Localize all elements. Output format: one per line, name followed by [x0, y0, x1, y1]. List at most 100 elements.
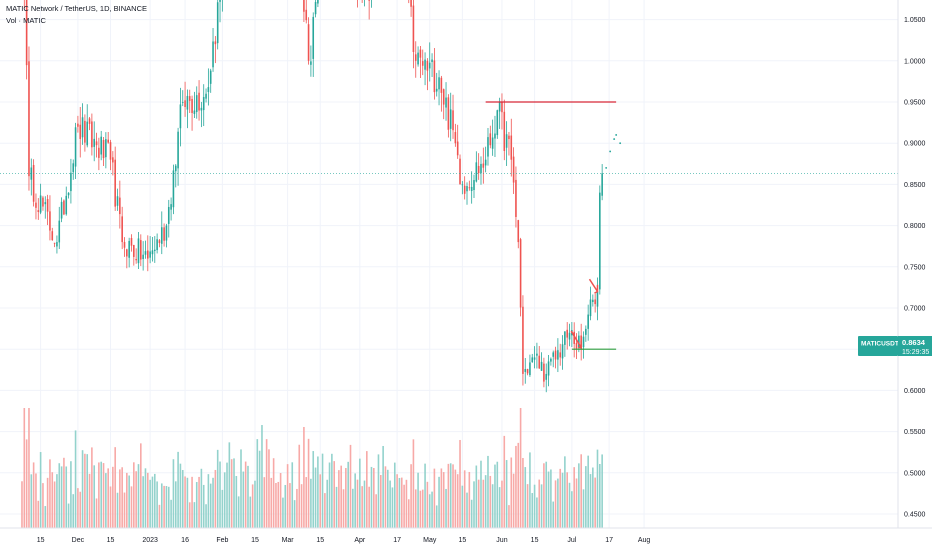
volume-bar: [53, 481, 56, 528]
candle-body: [214, 41, 217, 45]
volume-bar: [44, 506, 47, 528]
candle-body: [126, 249, 128, 257]
volume-bar: [349, 444, 352, 528]
volume-bar: [88, 473, 91, 528]
volume-bar: [79, 491, 82, 528]
volume-bar: [522, 458, 524, 528]
projection-dot: [609, 150, 612, 153]
volume-bar: [417, 472, 419, 528]
candle-body: [524, 368, 527, 372]
candle-body: [484, 159, 487, 166]
volume-bar: [445, 488, 447, 528]
volume-bar: [263, 477, 266, 528]
candle-body: [564, 331, 566, 345]
candle-body: [149, 251, 151, 258]
candle-body: [552, 352, 555, 357]
candle-body: [568, 332, 571, 340]
volume-bar: [447, 463, 450, 528]
candle-body: [121, 216, 123, 243]
candle-body: [445, 97, 447, 108]
candle-body: [35, 202, 37, 208]
y-tick-label: 0.5000: [904, 470, 926, 477]
projection-dot: [619, 142, 622, 145]
volume-bar: [377, 454, 380, 528]
volume-bar: [186, 477, 189, 528]
candle-body: [517, 220, 520, 243]
projection-dot: [615, 134, 618, 136]
volume-bar: [305, 477, 308, 528]
volume-bar: [517, 442, 520, 528]
down-arrow-2: [588, 278, 599, 294]
candle-body: [165, 225, 168, 241]
candle-body: [77, 123, 79, 127]
volume-bar: [456, 474, 459, 528]
candle-body: [545, 373, 548, 380]
volume-bar: [414, 489, 417, 528]
volume-bar: [599, 464, 601, 528]
volume-bar: [23, 408, 26, 528]
x-tick-label: 15: [107, 537, 115, 544]
volume-bar: [205, 504, 207, 528]
volume-indicator-title[interactable]: Vol · MATIC: [6, 16, 46, 25]
candle-body: [303, 0, 305, 12]
volume-bar: [515, 445, 517, 528]
volume-bar: [174, 481, 177, 528]
candle-body: [174, 165, 177, 172]
time-axis[interactable]: 15 Dec 15 2023 16 Feb 15 Mar 15 Apr 17 May 15 Jun 15 Ju…: [37, 537, 651, 544]
volume-bar: [100, 461, 102, 528]
volume-bar: [552, 501, 555, 528]
volume-bar: [21, 481, 23, 528]
candle-body: [53, 242, 56, 244]
candle-body: [72, 163, 75, 173]
volume-bar: [153, 473, 156, 528]
candle-body: [496, 110, 499, 136]
candle-body: [116, 196, 119, 206]
symbol-title[interactable]: MATIC Network / TetherUS, 1D, BINANCE: [6, 4, 148, 13]
candle-body: [538, 355, 541, 369]
candle-body: [426, 60, 429, 71]
candle-body: [91, 121, 93, 148]
volume-bar: [354, 473, 356, 528]
volume-bar: [391, 487, 394, 528]
candle-body: [456, 141, 459, 156]
volume-bar: [181, 470, 184, 528]
volume-bar: [247, 465, 249, 528]
volume-bar: [244, 461, 247, 528]
candle-body: [589, 299, 592, 317]
volume-bar: [366, 451, 368, 528]
y-tick-label: 0.9500: [904, 100, 926, 107]
candle-body: [498, 101, 501, 112]
candle-body: [368, 0, 370, 1]
volume-bar: [226, 462, 228, 528]
volume-bar: [195, 482, 198, 528]
candle-body: [410, 0, 412, 7]
volume-bar: [60, 466, 63, 528]
candle-body: [205, 93, 207, 99]
volume-bar: [580, 454, 582, 528]
volume-bar: [310, 478, 312, 528]
candle-body: [51, 231, 54, 241]
volume-bar: [331, 453, 333, 528]
candle-body: [44, 202, 47, 205]
candle-body: [447, 97, 450, 130]
x-tick-label: Feb: [216, 537, 228, 544]
volume-bar: [221, 489, 224, 528]
volume-bar: [291, 462, 294, 528]
volume-bar: [307, 438, 310, 528]
price-axis[interactable]: 1.65001.60001.55001.50001.45001.40001.35…: [904, 0, 926, 519]
volume-bar: [554, 480, 557, 528]
candle-body: [156, 239, 158, 251]
volume-bar: [403, 484, 405, 528]
candle-body: [163, 227, 165, 241]
volume-bar: [81, 450, 84, 528]
volume-bar: [449, 463, 452, 528]
candle-body: [181, 102, 184, 103]
candle-body: [32, 165, 35, 202]
volume-bar: [70, 461, 72, 528]
projection-dot: [613, 138, 616, 140]
candle-body: [428, 62, 431, 69]
volume-bar: [454, 469, 457, 528]
volume-bar: [298, 444, 301, 528]
candle-body: [312, 16, 315, 59]
